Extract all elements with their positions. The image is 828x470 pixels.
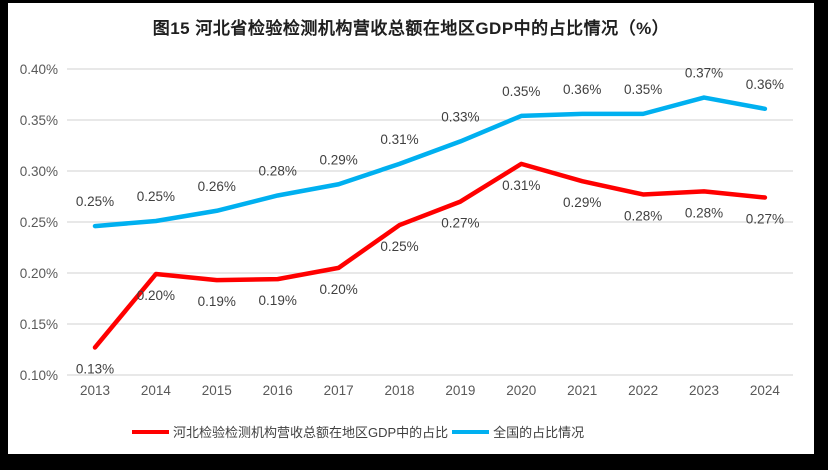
svg-text:0.27%: 0.27% (441, 216, 479, 231)
svg-text:2023: 2023 (689, 383, 719, 398)
svg-text:0.25%: 0.25% (20, 215, 58, 230)
svg-text:2015: 2015 (202, 383, 232, 398)
svg-text:0.36%: 0.36% (563, 82, 601, 97)
svg-text:2024: 2024 (750, 383, 781, 398)
chart-canvas: 图15 河北省检验检测机构营收总额在地区GDP中的占比情况（%） 0.40% 0.… (8, 3, 814, 454)
svg-text:2016: 2016 (263, 383, 293, 398)
svg-text:0.25%: 0.25% (76, 194, 114, 209)
svg-text:0.26%: 0.26% (198, 179, 236, 194)
svg-text:0.35%: 0.35% (502, 84, 540, 99)
svg-text:0.15%: 0.15% (20, 317, 58, 332)
svg-text:0.27%: 0.27% (746, 212, 784, 227)
chart-title: 图15 河北省检验检测机构营收总额在地区GDP中的占比情况（%） (152, 19, 670, 38)
svg-text:2017: 2017 (324, 383, 354, 398)
svg-text:2020: 2020 (506, 383, 536, 398)
svg-text:0.28%: 0.28% (624, 208, 662, 223)
svg-text:0.36%: 0.36% (746, 77, 784, 92)
svg-text:0.28%: 0.28% (685, 205, 723, 220)
legend-swatch-hebei (132, 429, 169, 434)
svg-text:0.25%: 0.25% (137, 189, 175, 204)
svg-text:0.19%: 0.19% (259, 293, 297, 308)
svg-text:0.33%: 0.33% (441, 109, 479, 124)
svg-text:0.31%: 0.31% (502, 178, 540, 193)
svg-text:0.35%: 0.35% (20, 113, 58, 128)
svg-text:2021: 2021 (567, 383, 597, 398)
svg-text:0.31%: 0.31% (380, 132, 418, 147)
svg-text:2018: 2018 (384, 383, 414, 398)
legend-label-hebei: 河北检验检测机构营收总额在地区GDP中的占比 (173, 425, 449, 440)
svg-text:0.20%: 0.20% (319, 282, 357, 297)
svg-text:0.19%: 0.19% (198, 294, 236, 309)
svg-text:0.30%: 0.30% (20, 164, 58, 179)
legend-label-national: 全国的占比情况 (493, 425, 585, 440)
svg-text:0.29%: 0.29% (319, 152, 357, 167)
svg-text:0.13%: 0.13% (76, 361, 114, 376)
svg-text:0.20%: 0.20% (137, 288, 175, 303)
svg-text:0.37%: 0.37% (685, 66, 723, 81)
svg-text:0.40%: 0.40% (20, 62, 58, 77)
legend: 河北检验检测机构营收总额在地区GDP中的占比 全国的占比情况 (128, 422, 584, 441)
svg-text:2022: 2022 (628, 383, 658, 398)
legend-swatch-national (452, 429, 490, 434)
svg-text:0.25%: 0.25% (380, 239, 418, 254)
svg-text:2014: 2014 (141, 383, 172, 398)
svg-text:0.20%: 0.20% (20, 266, 58, 281)
svg-text:2013: 2013 (80, 383, 110, 398)
svg-text:0.10%: 0.10% (20, 368, 58, 383)
svg-text:2019: 2019 (445, 383, 475, 398)
svg-text:0.29%: 0.29% (563, 195, 601, 210)
line-chart: 0.40% 0.35% 0.30% 0.25% 0.20% 0.15% 0.10% 2013 2… (20, 62, 793, 398)
svg-text:0.35%: 0.35% (624, 82, 662, 97)
svg-text:0.28%: 0.28% (259, 163, 297, 178)
